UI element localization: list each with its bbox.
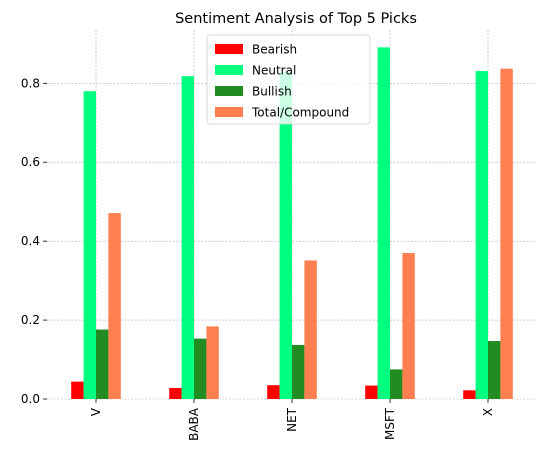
bar-neutral-x (475, 71, 488, 399)
bar-total-compound-msft (402, 252, 415, 399)
x-tick-label: NET (285, 407, 299, 432)
bar-bearish-v (71, 381, 84, 399)
y-axis: 0.0 0.2 0.4 0.6 0.8 (21, 76, 47, 406)
y-tick-label: 0.0 (21, 392, 40, 406)
chart-title: Sentiment Analysis of Top 5 Picks (175, 11, 417, 27)
legend-label: Neutral (252, 64, 296, 78)
legend-swatch (215, 86, 243, 96)
legend-box (206, 34, 371, 125)
legend-label: Total/Compound (251, 106, 349, 120)
x-axis: V BABA NET MSFT X (89, 399, 495, 441)
bar-neutral-net (279, 71, 292, 399)
legend-label: Bullish (252, 85, 292, 99)
bar-bearish-msft (365, 385, 378, 399)
bar-bearish-x (463, 390, 476, 399)
bar-neutral-v (83, 91, 96, 400)
x-tick-label: V (89, 407, 103, 416)
y-tick-label: 0.4 (21, 234, 40, 248)
bar-bullish-net (292, 344, 305, 399)
bar-neutral-msft (377, 47, 390, 399)
y-tick-label: 0.2 (21, 313, 40, 327)
bar-neutral-baba (181, 76, 194, 400)
legend: Bearish Neutral Bullish Total/Compound (206, 34, 371, 125)
legend-swatch (215, 107, 243, 117)
y-tick-label: 0.6 (21, 155, 40, 169)
bar-bullish-x (488, 340, 501, 399)
bar-bullish-v (96, 329, 109, 399)
x-tick-label: MSFT (383, 407, 397, 440)
x-tick-label: X (481, 408, 495, 416)
y-tick-label: 0.8 (21, 76, 40, 90)
legend-swatch (215, 44, 243, 54)
bar-total-compound-baba (206, 326, 219, 399)
bars (71, 47, 513, 400)
legend-label: Bearish (252, 43, 297, 57)
bar-bullish-msft (390, 369, 403, 399)
bar-bearish-net (267, 385, 280, 399)
legend-swatch (215, 65, 243, 75)
bar-bearish-baba (169, 387, 182, 399)
bar-total-compound-net (304, 260, 317, 399)
bar-bullish-baba (194, 338, 207, 399)
bar-total-compound-x (500, 68, 513, 399)
bar-total-compound-v (108, 213, 121, 399)
x-tick-label: BABA (187, 407, 201, 441)
